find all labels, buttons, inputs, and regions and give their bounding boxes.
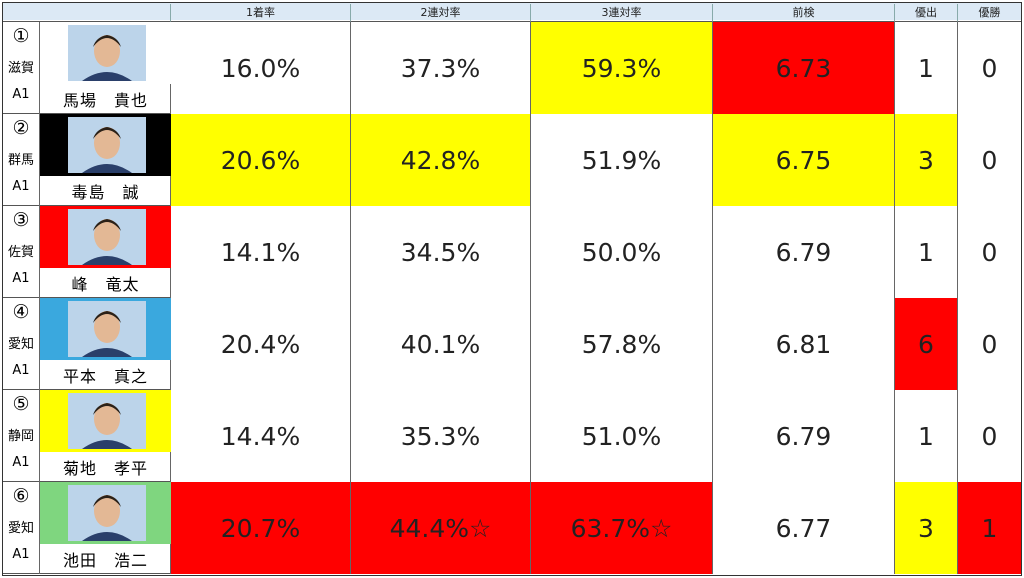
racer-cell: 馬場 貴也 [40, 22, 171, 114]
top2-rate-cell: 34.5% [351, 206, 531, 298]
pre-inspection-cell: 6.77 [713, 482, 895, 574]
win-rate-cell: 14.1% [171, 206, 351, 298]
racer-cell: 峰 竜太 [40, 206, 171, 298]
racer-photo [68, 25, 146, 81]
table-row: ② 群馬 A1 毒島 誠 20.6% 42.8% 51.9% 6.75 3 0 [2, 114, 1022, 206]
racer-cell: 平本 真之 [40, 298, 171, 390]
lane-number: ⑥ [12, 485, 30, 507]
top3-rate-cell: 57.8% [531, 298, 713, 390]
lane-info: ① 滋賀 A1 [2, 22, 40, 114]
top3-rate-cell: 51.0% [531, 390, 713, 482]
victories-cell: 0 [958, 206, 1022, 298]
table-row: ④ 愛知 A1 平本 真之 20.4% 40.1% 57.8% 6.81 6 0 [2, 298, 1022, 390]
top2-rate-cell: 42.8% [351, 114, 531, 206]
lane-info: ⑥ 愛知 A1 [2, 482, 40, 574]
racer-class: A1 [12, 455, 30, 470]
racer-class: A1 [12, 271, 30, 286]
top2-rate-cell: 37.3% [351, 22, 531, 114]
racer-photo [68, 301, 146, 357]
win-rate-cell: 16.0% [171, 22, 351, 114]
victories-cell: 0 [958, 298, 1022, 390]
racer-class: A1 [12, 179, 30, 194]
top2-rate-cell: 40.1% [351, 298, 531, 390]
final-appearances-cell: 1 [895, 206, 958, 298]
victories-cell: 1 [958, 482, 1022, 574]
racer-photo [68, 393, 146, 449]
win-rate-cell: 20.6% [171, 114, 351, 206]
lane-number: ② [12, 117, 30, 139]
pre-inspection-cell: 6.79 [713, 390, 895, 482]
lane-number: ③ [12, 209, 30, 231]
table-row: ③ 佐賀 A1 峰 竜太 14.1% 34.5% 50.0% 6.79 1 0 [2, 206, 1022, 298]
header-win-rate: 1着率 [171, 4, 351, 22]
lane-info: ③ 佐賀 A1 [2, 206, 40, 298]
racer-photo [68, 117, 146, 173]
win-rate-cell: 20.7% [171, 482, 351, 574]
lane-number: ⑤ [12, 393, 30, 415]
pre-inspection-cell: 6.75 [713, 114, 895, 206]
header-top3-rate: 3連対率 [531, 4, 713, 22]
prefecture: 愛知 [7, 521, 34, 536]
lane-info: ⑤ 静岡 A1 [2, 390, 40, 482]
prefecture: 愛知 [7, 337, 34, 352]
win-rate-cell: 20.4% [171, 298, 351, 390]
racer-photo [68, 209, 146, 265]
victories-cell: 0 [958, 390, 1022, 482]
header-victories: 優勝 [958, 4, 1022, 22]
top3-rate-cell: 59.3% [531, 22, 713, 114]
table-row: ⑤ 静岡 A1 菊地 孝平 14.4% 35.3% 51.0% 6.79 1 0 [2, 390, 1022, 482]
lane-number: ① [12, 25, 30, 47]
prefecture: 滋賀 [7, 61, 34, 76]
prefecture: 群馬 [7, 153, 34, 168]
top3-rate-cell: 51.9% [531, 114, 713, 206]
header-blank [2, 4, 171, 22]
victories-cell: 0 [958, 114, 1022, 206]
racer-class: A1 [12, 363, 30, 378]
racer-class: A1 [12, 547, 30, 562]
prefecture: 佐賀 [7, 245, 34, 260]
lane-info: ④ 愛知 A1 [2, 298, 40, 390]
table-header: 1着率 2連対率 3連対率 前検 優出 優勝 [2, 2, 1022, 22]
final-appearances-cell: 1 [895, 22, 958, 114]
table-row: ⑥ 愛知 A1 池田 浩二 20.7% 44.4%☆ 63.7%☆ 6.77 3 1 [2, 482, 1022, 574]
prefecture: 静岡 [7, 429, 34, 444]
racer-class: A1 [12, 87, 30, 102]
racer-name: 池田 浩二 [62, 551, 148, 570]
racer-name: 菊地 孝平 [62, 459, 148, 478]
top3-rate-cell: 50.0% [531, 206, 713, 298]
top3-rate-cell: 63.7%☆ [531, 482, 713, 574]
header-top2-rate: 2連対率 [351, 4, 531, 22]
racer-name: 馬場 貴也 [62, 91, 148, 110]
racer-name: 毒島 誠 [71, 183, 140, 202]
header-final-appearances: 優出 [895, 4, 958, 22]
top2-rate-cell: 35.3% [351, 390, 531, 482]
racer-cell: 菊地 孝平 [40, 390, 171, 482]
pre-inspection-cell: 6.81 [713, 298, 895, 390]
final-appearances-cell: 3 [895, 114, 958, 206]
pre-inspection-cell: 6.73 [713, 22, 895, 114]
table-row: ① 滋賀 A1 馬場 貴也 16.0% 37.3% 59.3% 6.73 1 0 [2, 22, 1022, 114]
racer-cell: 毒島 誠 [40, 114, 171, 206]
racer-cell: 池田 浩二 [40, 482, 171, 574]
victories-cell: 0 [958, 22, 1022, 114]
pre-inspection-cell: 6.79 [713, 206, 895, 298]
final-appearances-cell: 6 [895, 298, 958, 390]
final-appearances-cell: 3 [895, 482, 958, 574]
win-rate-cell: 14.4% [171, 390, 351, 482]
header-pre-inspection: 前検 [713, 4, 895, 22]
final-appearances-cell: 1 [895, 390, 958, 482]
lane-number: ④ [12, 301, 30, 323]
lane-info: ② 群馬 A1 [2, 114, 40, 206]
top2-rate-cell: 44.4%☆ [351, 482, 531, 574]
racer-name: 峰 竜太 [71, 275, 140, 294]
racer-photo [68, 485, 146, 541]
racer-name: 平本 真之 [62, 367, 148, 386]
